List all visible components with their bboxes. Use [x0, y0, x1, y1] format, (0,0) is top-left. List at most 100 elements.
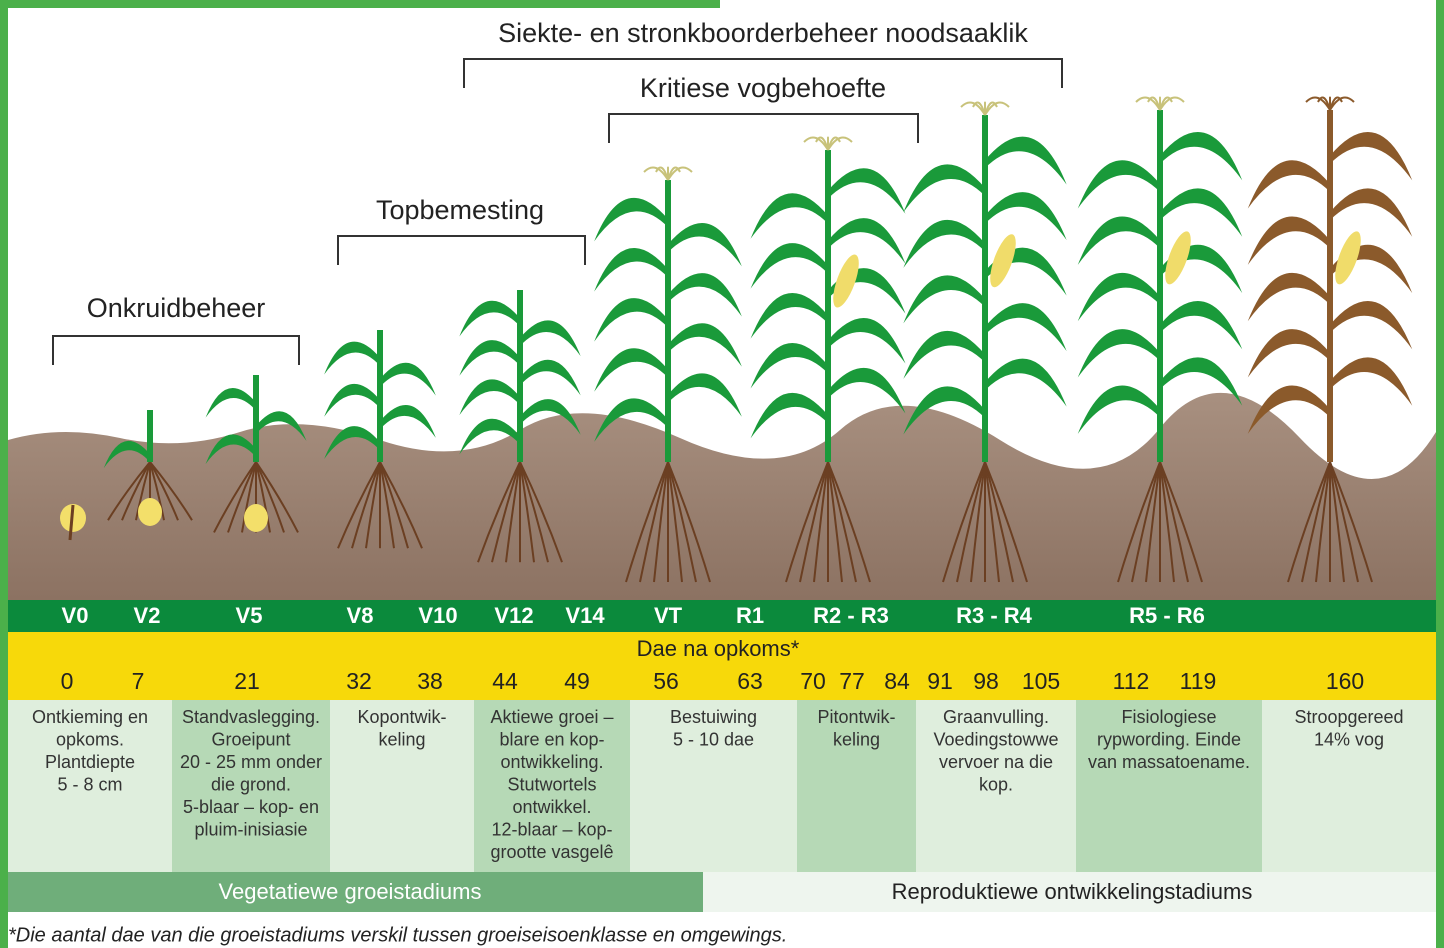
root: [379, 461, 395, 549]
day-label: 38: [417, 668, 443, 694]
day-label: 21: [234, 668, 260, 694]
bracket: [608, 113, 919, 143]
description-cell: [8, 700, 172, 872]
description-line: Kopontwik-: [357, 707, 446, 727]
tassel: [1329, 96, 1355, 111]
description-line: blare en kop-: [499, 729, 604, 749]
leaf: [594, 348, 668, 392]
root: [1145, 461, 1161, 583]
description-line: ontwikkel.: [512, 797, 591, 817]
description-cell: [1262, 700, 1436, 872]
footnote: *Die aantal dae van die groeistadiums ve…: [8, 924, 787, 946]
day-label: 91: [927, 668, 953, 694]
stage-label: V10: [418, 603, 457, 628]
tassel: [1159, 96, 1185, 111]
description-cell: [172, 700, 330, 872]
root: [1329, 461, 1359, 583]
leaf: [828, 317, 906, 364]
root: [813, 461, 829, 583]
day-label: 77: [839, 668, 865, 694]
leaf: [1160, 132, 1243, 181]
frame-gap: [720, 0, 1436, 8]
root: [1131, 461, 1161, 583]
root: [1159, 461, 1175, 583]
bracket: [52, 335, 300, 365]
root: [227, 461, 257, 533]
cob: [1335, 231, 1361, 285]
description-line: 5-blaar – kop- en: [183, 797, 319, 817]
day-label: 119: [1180, 668, 1217, 694]
leaf: [594, 398, 668, 442]
leaf: [668, 273, 742, 317]
day-label: 0: [61, 668, 74, 694]
leaf: [750, 193, 828, 239]
root: [255, 461, 299, 533]
leaf: [903, 330, 985, 379]
root: [667, 461, 697, 583]
root: [827, 461, 871, 583]
description-line: 5 - 10 dae: [673, 729, 754, 749]
leaf: [903, 164, 985, 213]
description-line: Stroopgereed: [1294, 707, 1403, 727]
description-line: vervoer na die: [939, 752, 1053, 772]
leaf: [1330, 301, 1413, 350]
description-line: keling: [833, 729, 880, 749]
root: [351, 461, 381, 549]
leaf: [520, 320, 581, 357]
day-label: 49: [564, 668, 590, 694]
root: [785, 461, 829, 583]
leaf: [459, 340, 520, 376]
leaf: [750, 243, 828, 289]
bracket-label: Topbemesting: [376, 195, 544, 225]
root: [625, 461, 669, 583]
leaf: [459, 379, 520, 416]
leaf: [1330, 188, 1413, 237]
seed: [244, 504, 268, 532]
leaf: [750, 342, 828, 389]
description-cell: [1076, 700, 1262, 872]
tassel: [972, 101, 986, 116]
leaf: [828, 367, 906, 414]
stage-label: R3 - R4: [956, 603, 1033, 628]
leaf: [459, 418, 520, 455]
description-cell: [330, 700, 474, 872]
tassel: [655, 166, 669, 181]
leaf: [459, 300, 520, 337]
root: [799, 461, 829, 583]
leaf: [594, 197, 668, 242]
leaf: [985, 136, 1067, 185]
root: [667, 461, 711, 583]
tassel: [1147, 96, 1161, 111]
root: [942, 461, 986, 583]
leaf: [985, 192, 1067, 241]
description-cell: [630, 700, 797, 872]
plants: [60, 96, 1413, 583]
leaf: [750, 293, 828, 339]
root: [255, 461, 271, 533]
description-line: 20 - 25 mm onder: [180, 752, 322, 772]
stage-label: V8: [347, 603, 374, 628]
root: [1287, 461, 1331, 583]
root: [519, 461, 535, 563]
leaf: [1077, 216, 1160, 265]
leaf: [594, 248, 668, 292]
day-label: 70: [800, 668, 826, 694]
root: [827, 461, 843, 583]
bracket: [463, 58, 1063, 88]
root: [107, 461, 151, 521]
root: [213, 461, 257, 533]
root: [970, 461, 986, 583]
day-label: 56: [653, 668, 679, 694]
root: [653, 461, 669, 583]
description-line: Voedingstowwe: [933, 729, 1058, 749]
leaf: [1247, 160, 1330, 209]
root: [149, 461, 165, 521]
root: [1329, 461, 1373, 583]
root: [379, 461, 423, 549]
leaf: [985, 303, 1067, 352]
root: [667, 461, 683, 583]
cob: [990, 234, 1016, 288]
stage-label: V2: [134, 603, 161, 628]
leaf: [1077, 272, 1160, 322]
description-line: Stutwortels: [507, 774, 596, 794]
